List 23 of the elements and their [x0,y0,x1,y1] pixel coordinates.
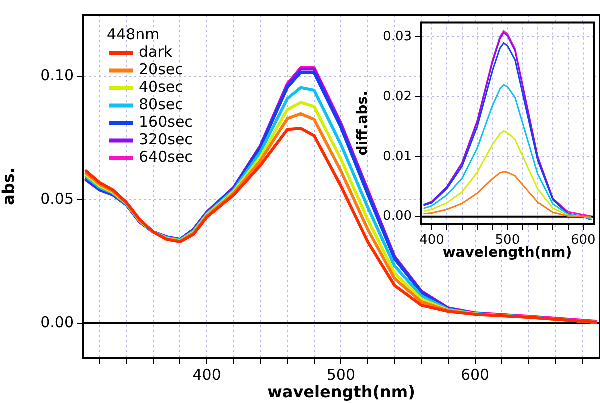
legend-label: 20sec [139,60,184,79]
y-tick-label: 0.10 [40,66,74,85]
legend-label: 40sec [139,78,184,96]
y-tick-label: 0.00 [383,209,412,224]
y-axis-title: abs. [0,168,18,206]
legend-label: 160sec [139,113,193,132]
y-tick-label: 0.01 [383,149,412,164]
x-tick-label: 500 [326,366,356,384]
legend-label: 80sec [139,96,184,114]
x-tick-label: 600 [460,366,490,384]
legend-label: 320sec [139,130,193,149]
legend-label: 640sec [139,148,193,166]
x-tick-label: 400 [192,366,222,384]
x-tick-label: 400 [420,233,444,248]
x-axis-title: wavelength(nm) [268,382,416,402]
y-tick-label: 0.02 [383,89,412,104]
legend-label: dark [139,43,173,62]
y-tick-label: 0.00 [40,313,74,332]
y-tick-label: 0.03 [383,30,412,45]
x-tick-label: 600 [570,233,596,248]
y-tick-label: 0.05 [40,190,74,208]
y-axis-title: diff.abs. [355,91,372,156]
legend-title: 448nm [107,26,160,44]
